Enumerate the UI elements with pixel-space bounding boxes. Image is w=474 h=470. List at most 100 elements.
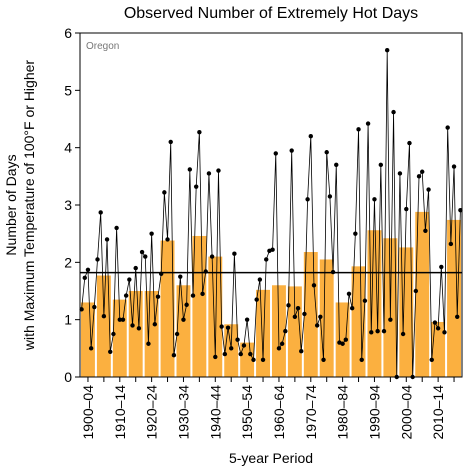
annual-point (197, 129, 202, 135)
annual-point (184, 302, 189, 307)
annual-point (305, 197, 310, 202)
annual-point (152, 322, 158, 327)
annual-point (448, 241, 454, 247)
annual-point (349, 306, 355, 311)
annual-point (133, 265, 138, 271)
annual-point (378, 162, 384, 168)
x-tick-label: 1910–14 (112, 385, 128, 440)
x-tick-label: 1990–94 (366, 385, 382, 440)
annual-point (451, 164, 457, 169)
annual-point (356, 127, 361, 132)
y-tick-label: 2 (64, 254, 72, 270)
bar (176, 285, 191, 377)
annual-point (455, 314, 460, 319)
annual-point (295, 306, 301, 311)
annual-point (400, 331, 406, 337)
bar (160, 240, 175, 377)
annual-point (225, 325, 231, 330)
bar (192, 235, 207, 377)
annual-point (146, 341, 151, 346)
annual-point (111, 331, 116, 337)
annual-point (181, 317, 186, 322)
y-axis-label: Number of Days (3, 154, 19, 255)
bar (447, 219, 461, 377)
annual-point (384, 48, 390, 53)
annual-point (311, 283, 317, 288)
annual-point (314, 323, 320, 328)
bar (399, 247, 414, 377)
bar (431, 321, 446, 377)
annual-point (273, 151, 278, 156)
annual-point (420, 169, 425, 174)
annual-point (162, 190, 167, 195)
annual-point (232, 251, 237, 256)
annual-point (143, 254, 148, 259)
annual-point (391, 109, 396, 115)
annual-point (286, 303, 291, 308)
annual-point (98, 210, 103, 215)
annual-point (257, 277, 263, 282)
annual-point (429, 357, 434, 362)
annual-point (264, 257, 269, 262)
annual-point (381, 328, 387, 334)
y-tick-label: 3 (64, 197, 72, 213)
annual-point (343, 337, 349, 342)
annual-point (397, 171, 403, 176)
annual-point (165, 237, 170, 242)
annual-point (190, 293, 196, 298)
annual-point (254, 297, 259, 302)
annual-point (123, 293, 129, 298)
y-tick-label: 5 (64, 82, 72, 98)
bar (415, 211, 430, 377)
x-tick-label: 1930–34 (175, 385, 191, 440)
annual-point (318, 314, 323, 319)
annual-point (292, 314, 298, 319)
annual-point (407, 140, 412, 146)
x-tick-label: 1980–84 (335, 385, 351, 440)
annual-point (85, 267, 91, 272)
annual-point (101, 314, 107, 319)
annual-point (209, 254, 215, 259)
annual-point (241, 343, 247, 348)
annual-point (442, 330, 447, 335)
annual-point (445, 125, 450, 130)
chart-title: Observed Number of Extremely Hot Days (124, 5, 418, 22)
y-axis-label: with Maximum Temperature of 100°F or Hig… (21, 60, 37, 351)
plot-frame (79, 32, 463, 378)
annual-point (216, 168, 221, 173)
x-tick-label: 1950–54 (239, 385, 255, 440)
annual-point (321, 357, 326, 362)
annual-point (327, 194, 333, 199)
annual-point (388, 317, 393, 322)
annual-point (369, 330, 374, 335)
annual-point (178, 274, 183, 279)
annual-point (359, 357, 364, 362)
annual-point (95, 257, 100, 262)
annual-point (416, 174, 422, 179)
y-tick-label: 6 (64, 25, 72, 41)
x-tick-label: 1970–74 (303, 385, 319, 440)
bar (81, 302, 95, 377)
annual-point (289, 148, 294, 153)
bar (144, 291, 159, 377)
annual-point (439, 264, 444, 270)
annual-point (127, 277, 132, 282)
annual-point (251, 357, 256, 362)
x-tick-label: 1940–44 (207, 385, 223, 440)
bar (240, 342, 255, 377)
annual-point (279, 341, 285, 346)
annual-point (372, 197, 377, 202)
annual-point (222, 351, 228, 357)
annual-point (193, 184, 199, 189)
annual-point (219, 324, 224, 329)
annual-point (299, 349, 304, 354)
bar (319, 259, 334, 377)
annual-point (270, 247, 275, 252)
annual-point (365, 121, 371, 126)
annual-point (168, 139, 173, 145)
annual-point (276, 346, 282, 351)
annual-point (120, 317, 126, 322)
annual-point (362, 298, 368, 303)
x-tick-label: 1920–24 (144, 385, 160, 440)
